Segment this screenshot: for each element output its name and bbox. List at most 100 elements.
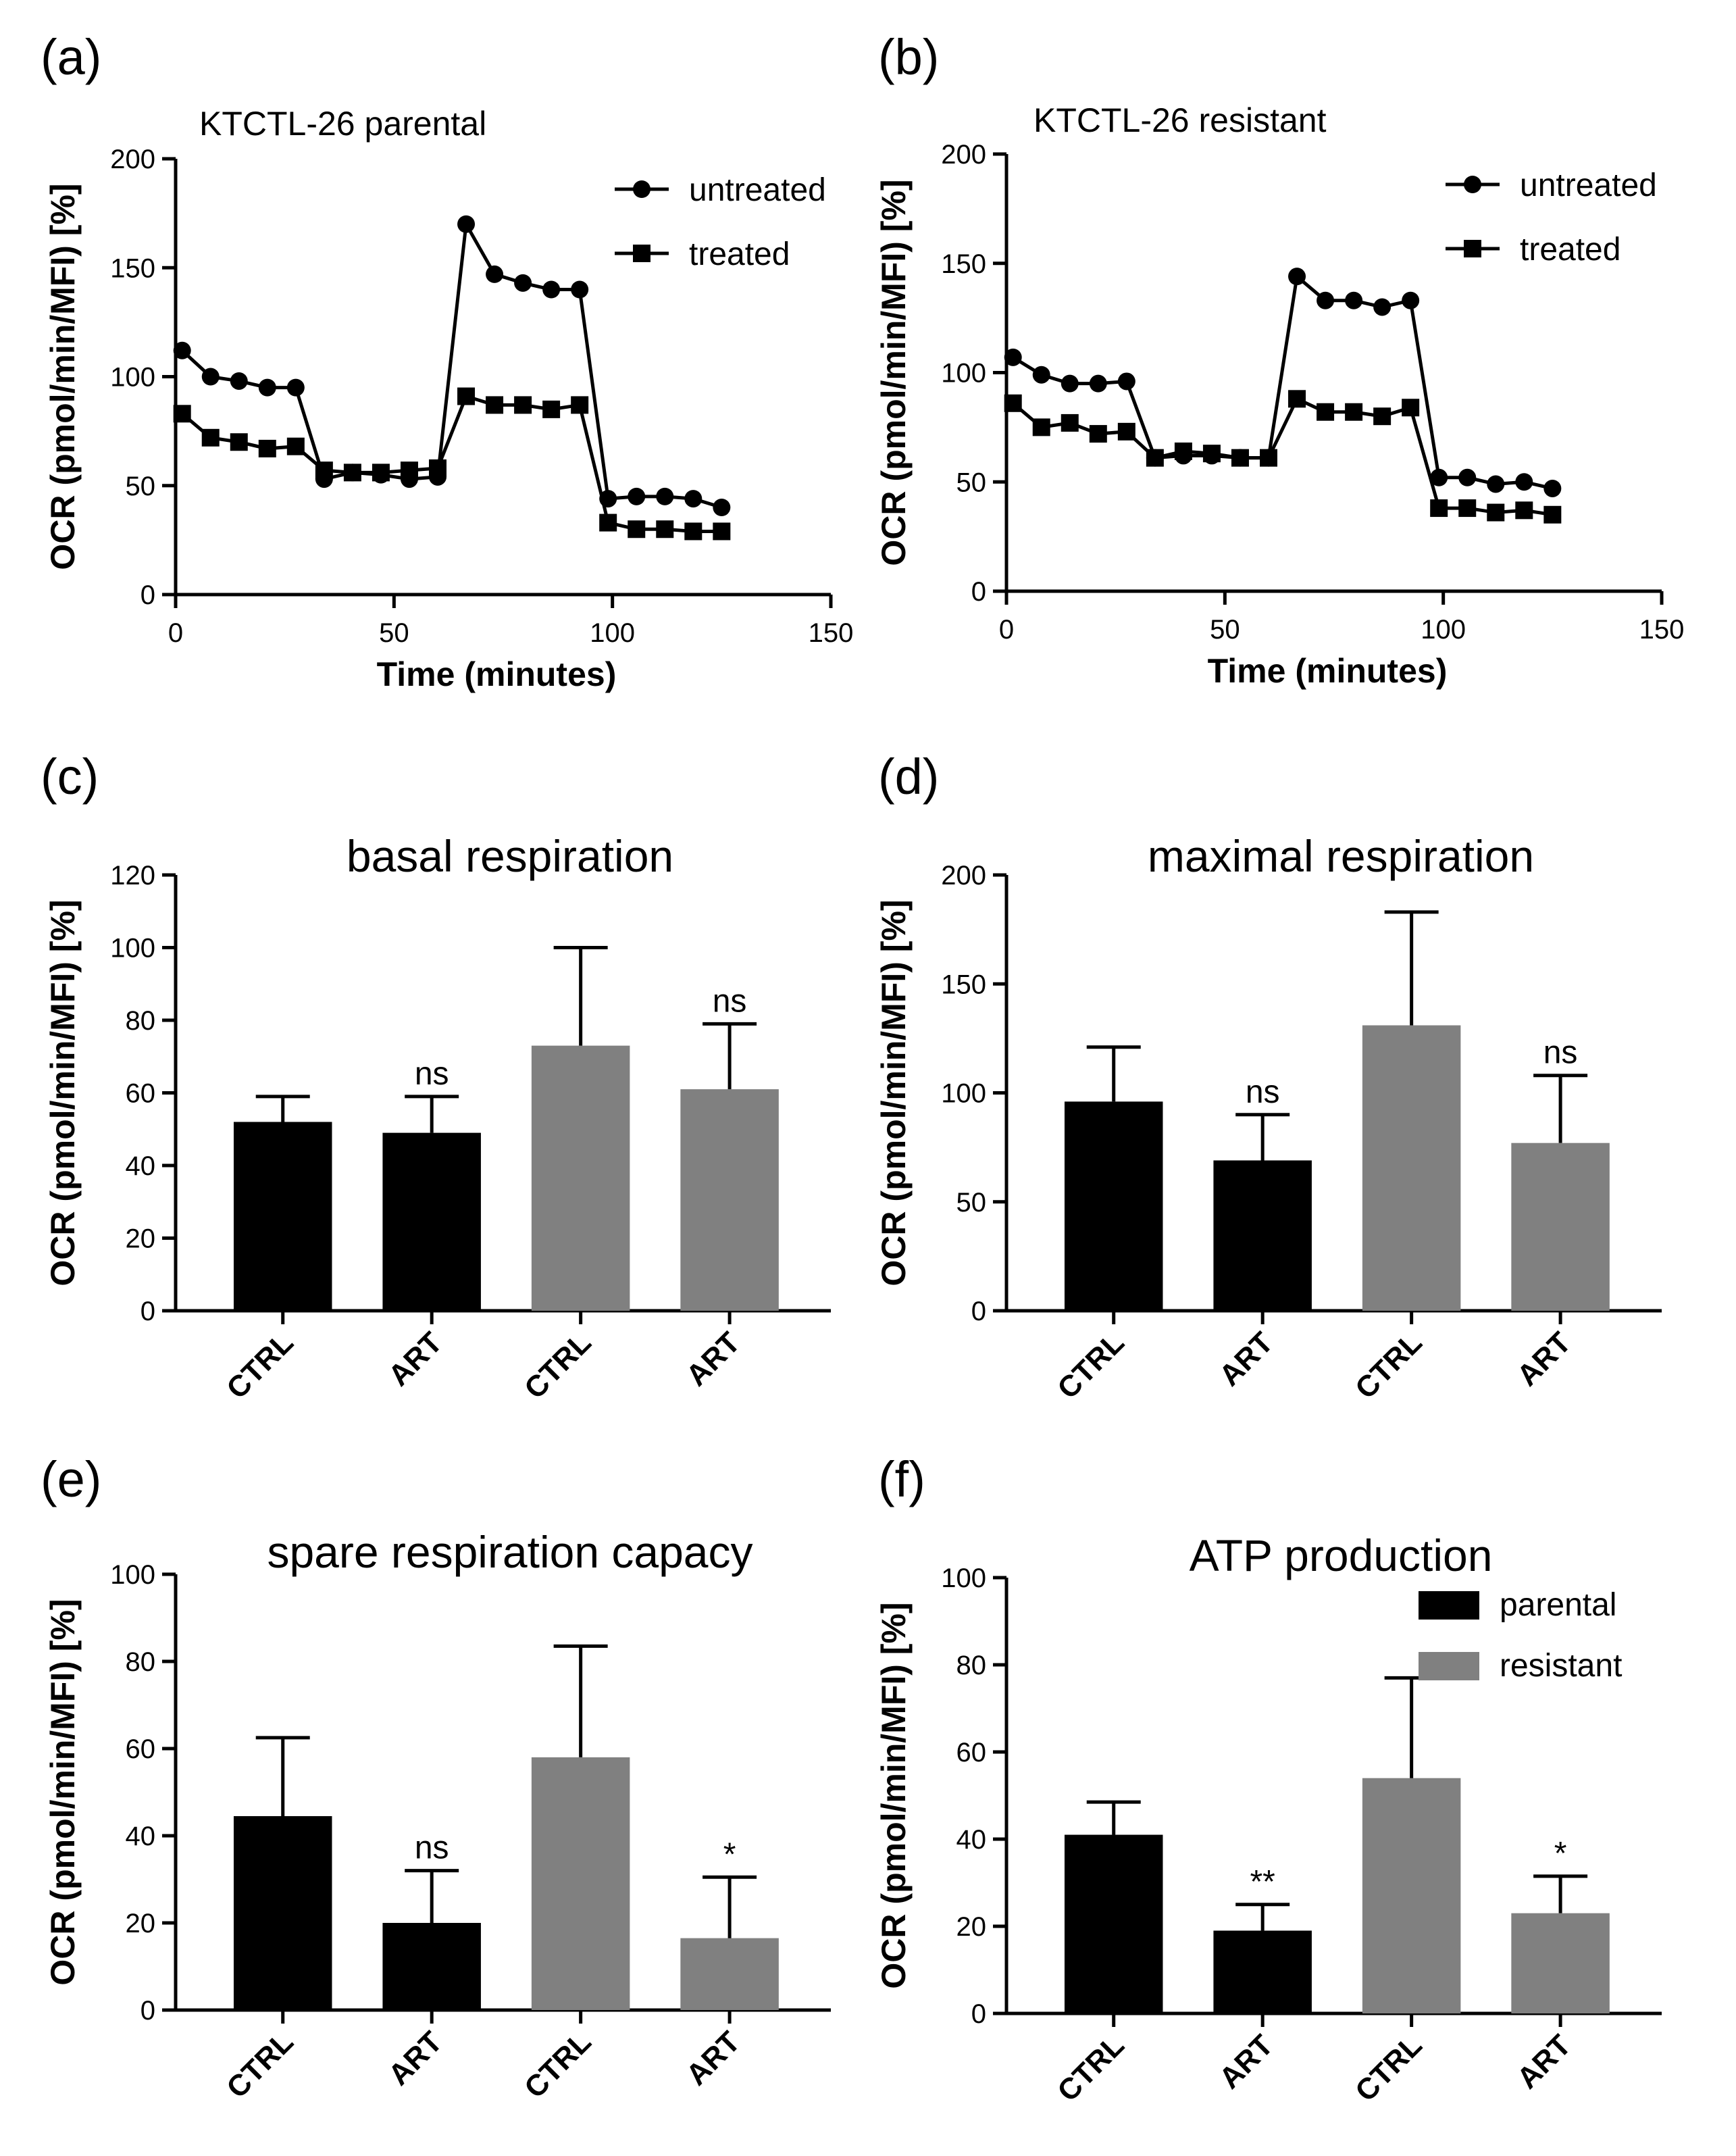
chart-d: (d) maximal respiration 0 50 100 150 200 OCR (p… xyxy=(875,749,1662,1405)
bar-resistant-art xyxy=(680,1089,779,1311)
x-tick-label: ART xyxy=(382,2025,449,2092)
y-tick-label: 100 xyxy=(110,934,155,963)
data-point-untreated xyxy=(286,378,305,397)
x-tick-label: CTRL xyxy=(220,1326,300,1405)
significance-label: ns xyxy=(415,1830,449,1866)
data-point-treated xyxy=(628,520,646,538)
x-tick-label: 0 xyxy=(168,618,183,648)
x-axis-label: Time (minutes) xyxy=(377,655,617,693)
chart-title: basal respiration xyxy=(347,831,673,881)
data-point-untreated xyxy=(1117,372,1135,391)
chart-e: (e) spare respiration capacy 0 20 40 60 80 100 O… xyxy=(41,1451,831,2105)
x-tick-label: CTRL xyxy=(220,2025,300,2105)
y-tick-label: 20 xyxy=(126,1909,156,1938)
x-tick-label: 50 xyxy=(1210,615,1240,645)
data-point-untreated xyxy=(1430,468,1448,486)
data-point-treated xyxy=(173,405,191,423)
data-point-treated xyxy=(1260,449,1277,467)
panel-label: (a) xyxy=(41,29,101,85)
panel-label: (b) xyxy=(878,29,939,85)
data-point-treated xyxy=(1402,399,1420,417)
y-tick-label: 0 xyxy=(141,1297,155,1326)
data-point-untreated xyxy=(1515,473,1533,491)
data-point-untreated xyxy=(457,215,476,233)
y-tick-label: 50 xyxy=(956,468,987,497)
significance-label: ns xyxy=(1246,1074,1280,1110)
data-point-untreated xyxy=(1345,291,1363,309)
bar-parental-art xyxy=(1213,1160,1312,1311)
legend-swatch-parental xyxy=(1419,1591,1479,1620)
y-axis-label: OCR (pmol/min/MFI) [%] xyxy=(875,179,913,566)
x-tick-label: CTRL xyxy=(1051,1326,1131,1405)
legend-marker-treated xyxy=(1464,240,1481,257)
y-tick-label: 50 xyxy=(956,1188,987,1218)
series-line-treated xyxy=(181,394,722,533)
y-tick-label: 100 xyxy=(941,1079,986,1109)
data-point-treated xyxy=(1345,403,1363,421)
data-point-untreated xyxy=(656,487,674,505)
data-point-treated xyxy=(315,461,333,480)
chart-a: (a) KTCTL-26 parental 0 50 100 150 200 OCR (pmo… xyxy=(41,29,853,693)
data-point-treated xyxy=(1146,449,1164,467)
x-tick-label: ART xyxy=(680,1326,747,1393)
y-tick-label: 120 xyxy=(110,861,155,891)
x-tick-label: 100 xyxy=(590,618,635,648)
y-tick-label: 50 xyxy=(126,472,156,501)
legend-label-untreated: untreated xyxy=(1520,168,1657,203)
legend-marker-untreated xyxy=(633,180,650,198)
data-point-treated xyxy=(286,437,305,455)
x-axis-label: Time (minutes) xyxy=(1208,652,1448,690)
data-point-untreated xyxy=(713,499,731,516)
x-tick-label: ART xyxy=(1213,1326,1280,1393)
data-point-treated xyxy=(684,522,703,541)
chart-title: maximal respiration xyxy=(1148,831,1534,881)
x-tick-label: 150 xyxy=(1639,615,1685,645)
x-tick-label: 50 xyxy=(379,618,409,648)
data-point-treated xyxy=(514,396,532,414)
y-tick-label: 200 xyxy=(941,861,986,891)
legend-label-treated: treated xyxy=(1520,232,1620,268)
data-point-untreated xyxy=(1487,475,1505,493)
x-tick-label: CTRL xyxy=(1051,2028,1131,2108)
data-point-untreated xyxy=(486,265,504,283)
y-tick-label: 40 xyxy=(126,1822,156,1851)
significance-label: ns xyxy=(1543,1035,1578,1071)
y-tick-label: 0 xyxy=(141,580,155,610)
y-tick-label: 0 xyxy=(971,1999,986,2029)
data-point-untreated xyxy=(1061,374,1079,393)
x-tick-label: CTRL xyxy=(518,1326,598,1405)
y-tick-label: 100 xyxy=(110,1560,155,1590)
chart-subtitle: KTCTL-26 parental xyxy=(199,105,486,143)
y-tick-label: 0 xyxy=(971,577,986,607)
y-tick-label: 80 xyxy=(126,1006,156,1036)
data-point-treated xyxy=(1487,503,1505,522)
y-tick-label: 100 xyxy=(941,1563,986,1593)
data-point-untreated xyxy=(1458,468,1477,486)
x-tick-label: 100 xyxy=(1421,615,1466,645)
bar-parental-ctrl xyxy=(233,1815,332,2010)
series-line-untreated xyxy=(181,218,723,509)
bar-resistant-ctrl xyxy=(1362,1778,1461,2013)
x-tick-label: 150 xyxy=(809,618,854,648)
legend-marker-treated xyxy=(633,245,650,262)
legend-label-treated: treated xyxy=(689,236,790,272)
data-point-untreated xyxy=(514,274,532,292)
data-point-treated xyxy=(1032,418,1050,436)
data-point-untreated xyxy=(173,341,191,359)
data-point-untreated xyxy=(1004,348,1022,366)
data-point-treated xyxy=(429,459,446,477)
data-point-untreated xyxy=(684,490,703,508)
y-tick-label: 40 xyxy=(956,1825,987,1855)
chart-c: (c) basal respiration 0 20 40 60 80 100 120 OCR (… xyxy=(41,749,831,1405)
data-point-untreated xyxy=(1543,479,1562,497)
y-axis-label: OCR (pmol/min/MFI) [%] xyxy=(44,1599,82,1985)
data-point-untreated xyxy=(1288,268,1306,286)
y-tick-label: 150 xyxy=(941,970,986,999)
data-point-treated xyxy=(1543,505,1562,524)
y-tick-label: 80 xyxy=(956,1651,987,1680)
legend-label-untreated: untreated xyxy=(689,172,826,208)
y-tick-label: 200 xyxy=(110,145,155,174)
data-point-treated xyxy=(656,520,674,538)
y-axis-label: OCR (pmol/min/MFI) [%] xyxy=(44,899,82,1286)
significance-label: ns xyxy=(713,983,747,1019)
